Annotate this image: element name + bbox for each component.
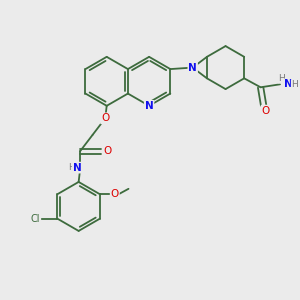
Text: Cl: Cl — [31, 214, 40, 224]
Text: O: O — [103, 146, 112, 156]
Text: O: O — [262, 106, 270, 116]
Text: N: N — [145, 101, 154, 111]
Text: N: N — [188, 63, 197, 73]
Text: H: H — [292, 80, 298, 89]
Text: O: O — [101, 113, 109, 123]
Text: N: N — [73, 163, 82, 172]
Text: O: O — [111, 189, 119, 199]
Text: N: N — [284, 79, 292, 89]
Text: H: H — [68, 163, 75, 172]
Text: H: H — [278, 74, 285, 83]
